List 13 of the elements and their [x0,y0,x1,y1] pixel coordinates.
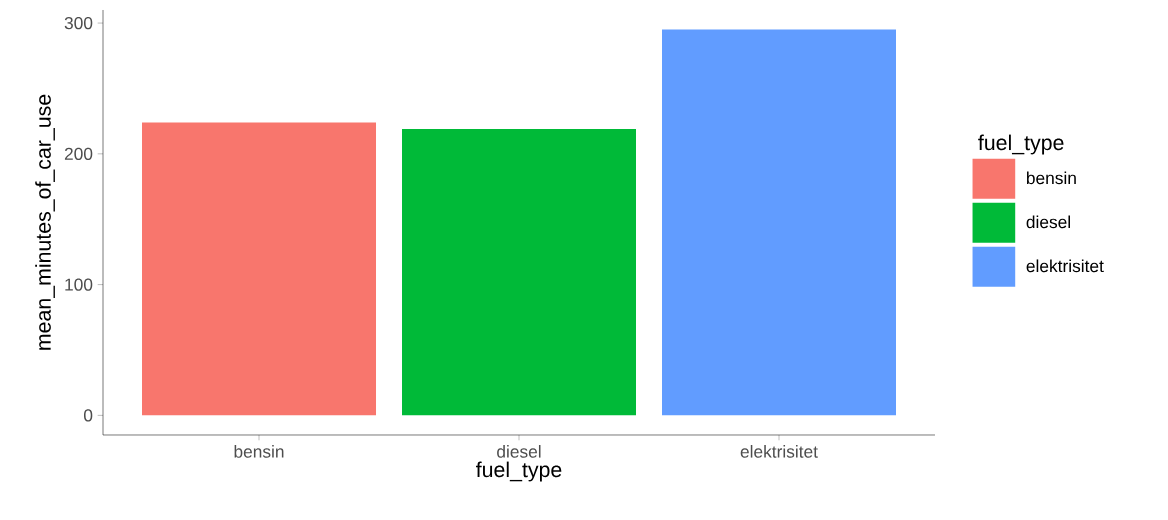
x-tick-label: diesel [497,445,541,458]
y-axis-title: mean_minutes_of_car_use [35,94,55,350]
x-tick-label: bensin [234,445,284,458]
legend-label: diesel [1026,215,1070,229]
x-tick-label: elektrisitet [740,445,818,458]
legend-label: elektrisitet [1026,259,1104,273]
legend-title: fuel_type [978,134,1064,155]
legend-label: bensin [1026,171,1076,185]
y-tick-label: 300 [64,16,93,30]
x-axis-title: fuel_type [476,461,562,482]
y-tick-label: 0 [83,409,93,422]
y-tick-label: 200 [64,147,93,160]
y-tick-label: 100 [65,278,93,291]
